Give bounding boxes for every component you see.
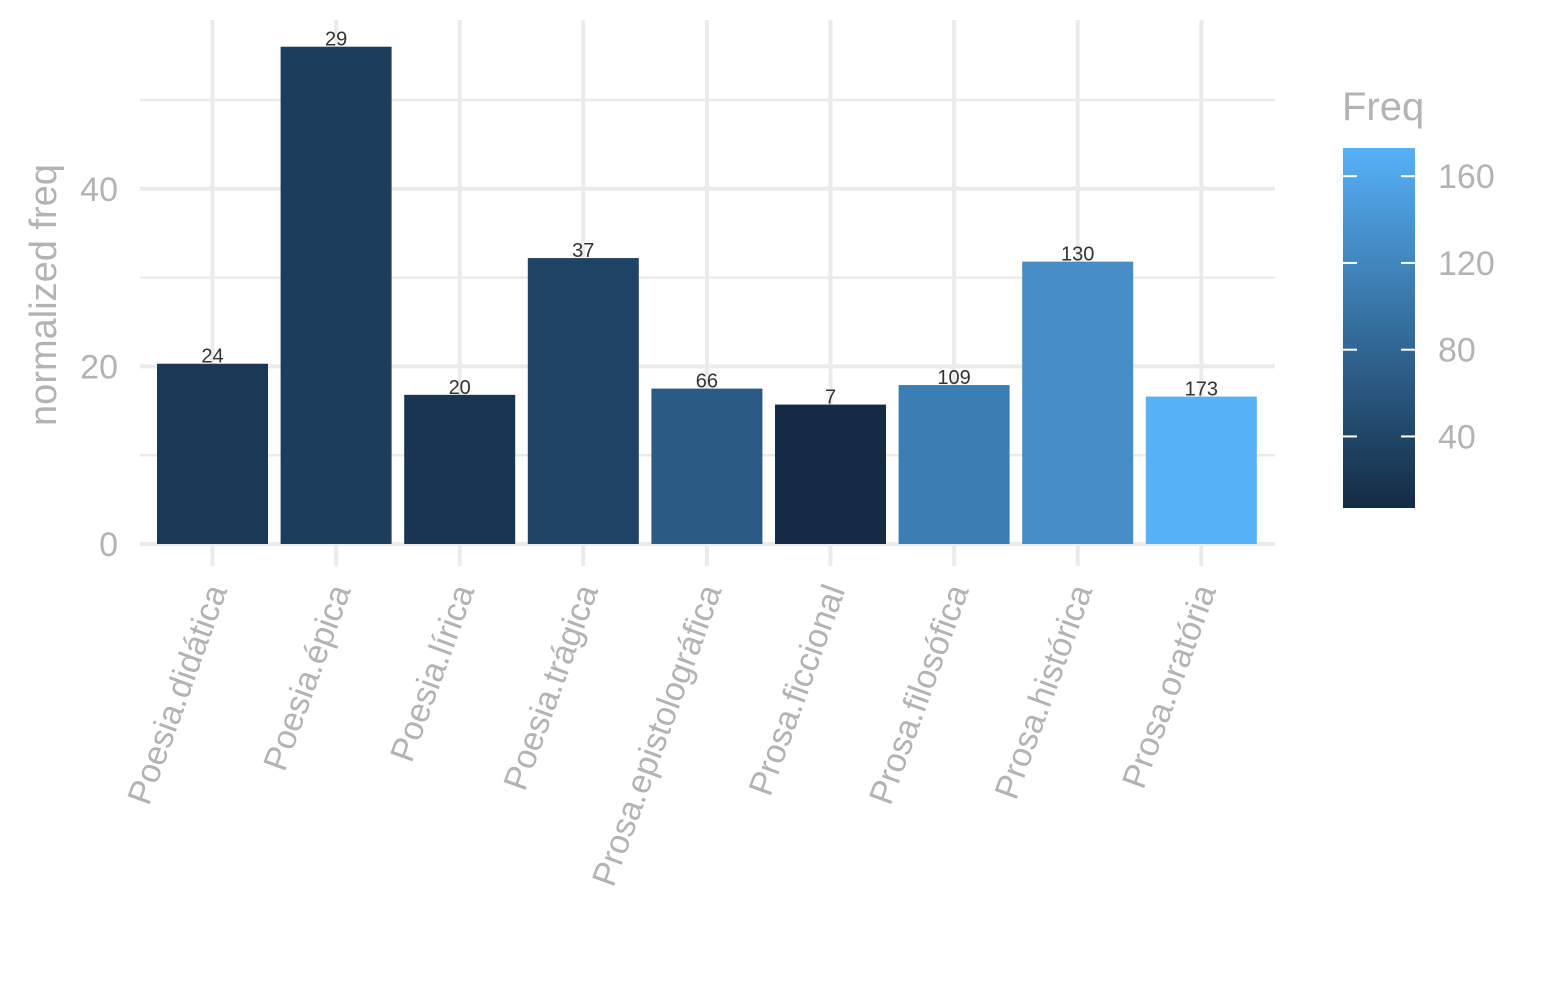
legend-ticks: 40 80 120 160 — [1343, 158, 1495, 456]
bar — [1022, 261, 1134, 544]
y-tick-label: 0 — [99, 526, 118, 564]
bar — [404, 394, 516, 544]
bar-label: 29 — [325, 29, 347, 51]
bars — [157, 46, 1257, 544]
x-tick-label: Prosa.filosófica — [862, 580, 977, 810]
x-tick-label: Poesia.didática — [120, 580, 235, 810]
bar-label: 7 — [825, 387, 836, 409]
bar-label: 66 — [696, 371, 718, 393]
y-tick-label: 20 — [80, 348, 118, 386]
bar-label: 37 — [572, 240, 594, 262]
y-axis-ticks: 0 20 40 — [80, 171, 118, 564]
y-axis-title: normalized freq — [23, 164, 65, 426]
legend-tick-label: 40 — [1438, 418, 1476, 456]
bar-label: 130 — [1061, 244, 1094, 266]
bar — [775, 404, 886, 544]
bar — [157, 363, 268, 544]
bar — [651, 388, 763, 544]
x-tick-label: Prosa.ficcional — [742, 580, 853, 801]
bar — [527, 258, 639, 544]
legend-title: Freq — [1342, 85, 1424, 129]
bar — [1145, 396, 1257, 544]
legend-tick-label: 160 — [1438, 158, 1495, 196]
bar — [898, 385, 1010, 544]
x-axis-ticks: Poesia.didática Poesia.épica Poesia.lírica… — [120, 580, 1223, 891]
y-tick-label: 40 — [80, 171, 118, 209]
x-tick-label: Prosa.epistolográfica — [585, 580, 729, 891]
legend-tick-label: 80 — [1438, 332, 1476, 370]
legend-colorbar — [1343, 148, 1415, 508]
bar-label: 24 — [201, 346, 223, 368]
bar-label: 109 — [937, 367, 970, 389]
bar-label: 173 — [1185, 379, 1218, 401]
legend-tick-label: 120 — [1438, 245, 1495, 283]
bar-labels: 24 29 20 37 66 7 109 130 173 — [201, 29, 1218, 409]
x-tick-label: Prosa.histórica — [988, 580, 1101, 804]
bar — [280, 46, 392, 544]
x-tick-label: Poesia.épica — [256, 580, 358, 776]
bar-label: 20 — [449, 377, 471, 399]
legend: Freq 40 80 120 160 — [1342, 85, 1495, 508]
x-tick-label: Poesia.trágica — [496, 580, 605, 796]
x-tick-label: Poesia.lírica — [383, 580, 482, 767]
x-tick-label: Prosa.oratória — [1115, 580, 1224, 794]
